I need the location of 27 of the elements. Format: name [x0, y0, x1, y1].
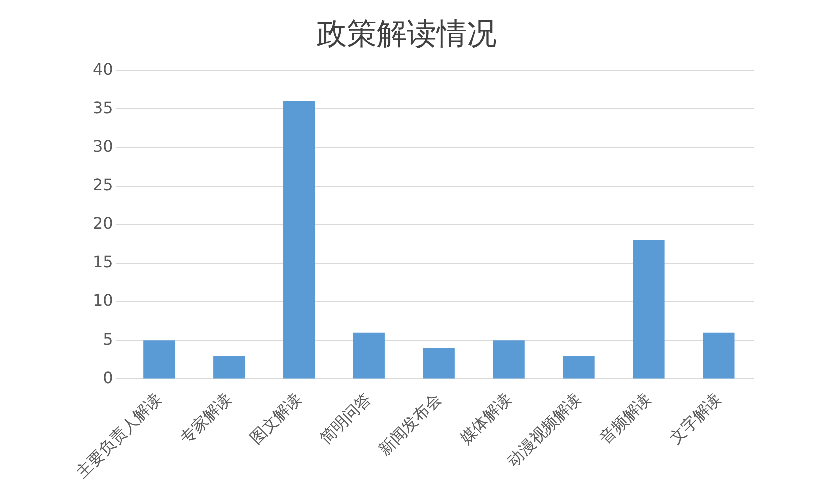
y-tick-label: 30 — [93, 136, 114, 156]
bar — [423, 348, 455, 379]
x-tick-label: 简明问答 — [316, 389, 375, 448]
x-tick-label: 专家解读 — [176, 389, 236, 448]
y-tick-label: 20 — [93, 214, 114, 234]
bar — [703, 332, 735, 379]
y-tick-label: 35 — [93, 98, 114, 118]
bar — [144, 340, 176, 379]
x-tick-label: 新闻发布会 — [374, 389, 445, 460]
y-tick-label: 10 — [93, 291, 114, 310]
y-tick-label: 0 — [103, 368, 114, 388]
x-tick-label: 媒体解读 — [456, 389, 515, 448]
bar — [214, 356, 246, 379]
chart-title: 政策解读情况 — [316, 16, 498, 54]
bar — [633, 240, 665, 379]
x-tick-label: 文字解读 — [666, 389, 725, 448]
y-tick-label: 25 — [93, 175, 114, 194]
bar — [353, 332, 385, 379]
x-tick-label: 音频解读 — [596, 389, 655, 448]
y-tick-label: 5 — [103, 330, 114, 349]
bar — [493, 340, 525, 379]
bar — [284, 101, 315, 379]
x-tick-label: 主要负责人解读 — [72, 389, 166, 482]
x-tick-label: 图文解读 — [246, 389, 306, 448]
y-tick-label: 15 — [93, 252, 114, 272]
y-tick-label: 40 — [93, 60, 114, 79]
bar — [563, 356, 595, 379]
